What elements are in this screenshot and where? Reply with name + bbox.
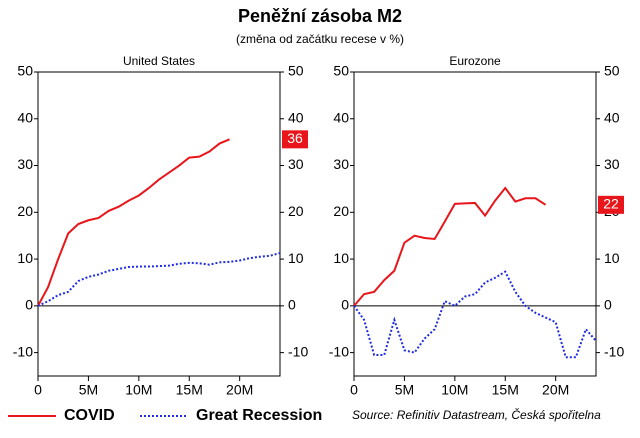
y-tick-label: -10 — [13, 343, 33, 359]
y2-tick-label: 40 — [604, 109, 620, 125]
value-label: 36 — [287, 130, 303, 146]
y-tick-label: 0 — [25, 297, 33, 313]
x-tick-label: 0 — [34, 382, 42, 398]
y2-tick-label: 50 — [288, 63, 304, 79]
y-tick-label: 0 — [341, 297, 349, 313]
plot-frame — [353, 71, 597, 377]
y2-tick-label: 20 — [288, 203, 304, 219]
value-label: 22 — [603, 196, 619, 212]
panel-title: United States — [123, 54, 195, 68]
x-tick-label: 10M — [441, 382, 468, 398]
x-tick-label: 5M — [395, 382, 414, 398]
y2-tick-label: 0 — [604, 297, 612, 313]
y-tick-label: 30 — [17, 156, 33, 172]
panel-title: Eurozone — [449, 54, 501, 68]
value-label-box — [598, 195, 624, 214]
y-tick-label: 50 — [17, 63, 33, 79]
y2-tick-label: 40 — [288, 109, 304, 125]
y-tick-label: 50 — [333, 63, 349, 79]
x-tick-label: 15M — [492, 382, 519, 398]
x-tick-label: 5M — [79, 382, 98, 398]
line-series — [37, 138, 230, 307]
y-tick-label: 20 — [17, 203, 33, 219]
legend-label: COVID — [64, 407, 115, 424]
y-tick-label: 10 — [333, 250, 349, 266]
x-tick-label: 20M — [542, 382, 569, 398]
y-tick-label: 30 — [333, 156, 349, 172]
y2-tick-label: -10 — [288, 343, 308, 359]
chart-subtitle: (změna od začátku recese v %) — [236, 32, 404, 46]
x-tick-label: 0 — [350, 382, 358, 398]
chart-title: Peněžní zásoba M2 — [238, 6, 402, 26]
y-tick-label: 10 — [17, 250, 33, 266]
y2-tick-label: 30 — [604, 156, 620, 172]
y-tick-label: 40 — [333, 109, 349, 125]
value-label-box — [282, 130, 308, 149]
y2-tick-label: 50 — [604, 63, 620, 79]
line-series — [353, 270, 597, 359]
source: Source: Refinitiv Datastream, Česká spoř… — [352, 407, 601, 422]
y2-tick-label: 0 — [288, 297, 296, 313]
y-tick-label: 40 — [17, 109, 33, 125]
legend-label: Great Recession — [196, 407, 322, 424]
y-tick-label: 20 — [333, 203, 349, 219]
y2-tick-label: 10 — [288, 250, 304, 266]
plot-frame — [37, 71, 281, 377]
y-tick-label: -10 — [329, 343, 349, 359]
y2-tick-label: 30 — [288, 156, 304, 172]
y2-tick-label: -10 — [604, 343, 624, 359]
x-tick-label: 15M — [176, 382, 203, 398]
line-series — [37, 252, 281, 307]
x-tick-label: 10M — [125, 382, 152, 398]
x-tick-label: 20M — [226, 382, 253, 398]
y2-tick-label: 10 — [604, 250, 620, 266]
line-series — [353, 186, 547, 307]
